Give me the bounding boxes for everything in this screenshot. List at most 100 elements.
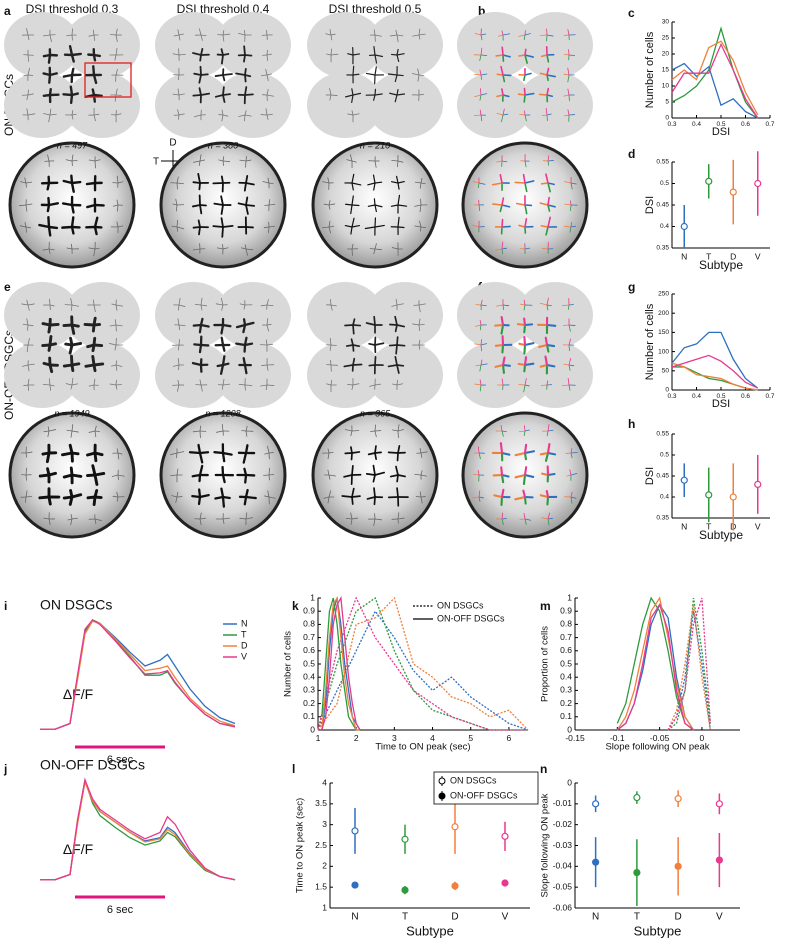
direction-glyph bbox=[221, 114, 224, 122]
direction-glyph bbox=[198, 74, 202, 84]
direction-glyph bbox=[328, 226, 335, 228]
marker bbox=[680, 476, 688, 484]
direction-glyph bbox=[374, 54, 378, 64]
y-tick-label: 1 bbox=[567, 592, 572, 602]
direction-glyph bbox=[524, 518, 527, 525]
direction-glyph bbox=[477, 182, 480, 189]
retina-petal bbox=[367, 342, 443, 408]
direction-glyph bbox=[178, 34, 181, 41]
direction-glyph bbox=[42, 383, 51, 386]
direction-glyph bbox=[23, 74, 29, 77]
y-tick-label: 0.3 bbox=[303, 685, 315, 695]
y-tick-label: 200 bbox=[658, 310, 669, 317]
series-line bbox=[671, 40, 759, 116]
direction-glyph bbox=[569, 469, 572, 476]
direction-glyph bbox=[546, 430, 549, 437]
x-tick-label: -0.1 bbox=[610, 733, 625, 743]
direction-glyph bbox=[501, 247, 507, 250]
direction-glyph bbox=[263, 226, 270, 229]
x-tick-label: -0.15 bbox=[565, 733, 585, 743]
direction-glyph bbox=[173, 34, 180, 37]
direction-glyph bbox=[480, 34, 483, 41]
direction-glyph bbox=[93, 473, 99, 486]
series-line bbox=[317, 609, 529, 731]
direction-glyph bbox=[539, 72, 548, 76]
direction-glyph bbox=[395, 29, 398, 36]
direction-glyph bbox=[539, 494, 550, 499]
direction-glyph bbox=[351, 217, 355, 228]
direction-glyph bbox=[519, 518, 526, 520]
direction-glyph bbox=[420, 470, 423, 476]
direction-glyph bbox=[501, 225, 511, 228]
direction-glyph bbox=[389, 34, 398, 37]
direction-glyph bbox=[472, 224, 480, 228]
direction-glyph bbox=[343, 474, 353, 478]
direction-glyph bbox=[200, 297, 203, 306]
direction-glyph bbox=[26, 344, 29, 353]
direction-glyph bbox=[27, 93, 34, 96]
marker bbox=[754, 480, 762, 488]
y-tick-label: 0 bbox=[310, 724, 315, 734]
direction-glyph bbox=[243, 182, 247, 192]
direction-glyph bbox=[241, 247, 247, 250]
direction-glyph bbox=[325, 33, 332, 36]
y-tick-label: 0.7 bbox=[560, 632, 572, 642]
direction-glyph bbox=[391, 429, 399, 432]
direction-glyph bbox=[397, 180, 405, 184]
direction-glyph bbox=[568, 364, 575, 367]
direction-glyph bbox=[114, 319, 117, 326]
direction-glyph bbox=[501, 518, 504, 526]
x-axis-label: Subtype bbox=[406, 923, 454, 938]
direction-glyph bbox=[546, 67, 550, 76]
direction-glyph bbox=[328, 200, 331, 206]
panel-label: a bbox=[4, 4, 11, 18]
direction-glyph bbox=[374, 471, 385, 476]
direction-glyph bbox=[514, 181, 526, 184]
direction-glyph bbox=[344, 429, 353, 432]
retina-petal bbox=[517, 72, 593, 138]
direction-glyph bbox=[70, 354, 74, 367]
direction-glyph bbox=[198, 28, 202, 36]
direction-glyph bbox=[260, 384, 268, 387]
direction-glyph bbox=[374, 342, 385, 346]
direction-glyph bbox=[198, 87, 202, 96]
direction-glyph bbox=[479, 379, 482, 386]
direction-glyph bbox=[265, 384, 268, 391]
direction-glyph bbox=[412, 323, 420, 326]
direction-glyph bbox=[116, 448, 119, 454]
direction-glyph bbox=[48, 429, 57, 432]
direction-glyph bbox=[245, 512, 248, 520]
scale-bar-label: 6 sec bbox=[107, 754, 134, 766]
y-tick-label: -0.05 bbox=[553, 881, 573, 891]
flatmount bbox=[307, 282, 443, 408]
legend-label: D bbox=[241, 640, 248, 650]
direction-glyph bbox=[523, 443, 528, 455]
direction-glyph bbox=[49, 113, 57, 116]
direction-glyph bbox=[220, 217, 224, 228]
marker bbox=[592, 800, 600, 808]
direction-glyph bbox=[546, 74, 549, 82]
direction-glyph bbox=[178, 114, 180, 120]
direction-glyph bbox=[524, 247, 531, 250]
direction-glyph bbox=[115, 384, 122, 386]
direction-glyph bbox=[518, 224, 526, 228]
retina-petal bbox=[457, 282, 533, 348]
direction-glyph bbox=[546, 304, 552, 307]
direction-glyph bbox=[94, 425, 97, 432]
direction-glyph bbox=[70, 243, 73, 250]
direction-glyph bbox=[524, 110, 526, 116]
direction-glyph bbox=[220, 204, 224, 215]
y-tick-label: 10 bbox=[662, 83, 670, 90]
y-tick-label: 0.55 bbox=[656, 159, 669, 166]
compass-label: T bbox=[153, 157, 159, 168]
direction-glyph bbox=[474, 73, 482, 76]
direction-glyph bbox=[547, 429, 554, 432]
direction-glyph bbox=[221, 495, 226, 508]
direction-glyph bbox=[329, 29, 332, 36]
y-tick-label: 15 bbox=[662, 67, 670, 74]
direction-glyph bbox=[374, 518, 382, 521]
direction-glyph bbox=[494, 343, 505, 347]
legend-label: ON-OFF DSGCs bbox=[450, 790, 518, 800]
direction-glyph bbox=[562, 324, 570, 326]
direction-glyph bbox=[70, 180, 82, 185]
